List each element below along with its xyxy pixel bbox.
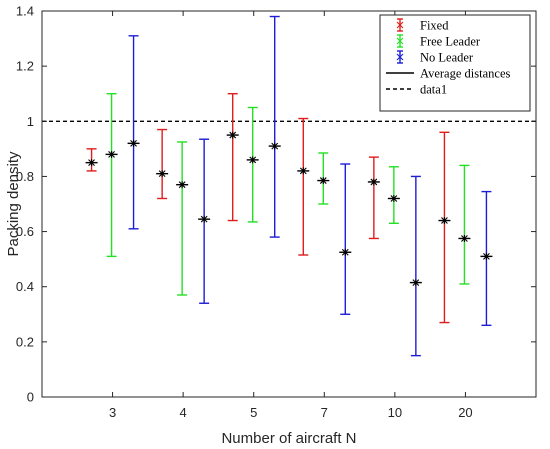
legend-item-free-leader: Free Leader bbox=[396, 34, 481, 49]
mean-marker bbox=[178, 181, 186, 189]
legend-label: No Leader bbox=[420, 51, 474, 65]
mean-marker bbox=[461, 234, 468, 242]
axes: 0 0.2 0.4 0.6 0.8 1 1.2 1.4 3 4 5 7 10 20 bbox=[16, 4, 537, 420]
mean-marker bbox=[483, 252, 490, 260]
legend: Fixed Free Leader No Leader Average distanc… bbox=[379, 14, 531, 112]
legend-label: data1 bbox=[420, 83, 447, 97]
series-free-leader bbox=[105, 93, 471, 296]
legend-label: Average distances bbox=[420, 67, 510, 81]
x-tick-label: 10 bbox=[388, 405, 402, 420]
mean-marker bbox=[299, 167, 307, 175]
legend-item-no-leader: No Leader bbox=[396, 50, 474, 65]
y-tick-label: 0.8 bbox=[16, 169, 34, 184]
legend-box bbox=[379, 14, 531, 112]
mean-marker bbox=[200, 215, 208, 223]
series-no-leader bbox=[127, 15, 493, 357]
x-tick-label: 7 bbox=[321, 405, 328, 420]
y-tick-label: 1.4 bbox=[16, 4, 34, 19]
mean-marker bbox=[390, 194, 398, 202]
mean-marker bbox=[271, 142, 279, 150]
y-tick-label: 0 bbox=[27, 390, 34, 405]
mean-marker bbox=[229, 131, 237, 139]
x-axis-label: Number of aircraft N bbox=[221, 430, 356, 447]
y-axis-label: Packing density bbox=[5, 151, 22, 257]
x-tick-label: 4 bbox=[180, 405, 187, 420]
legend-item-average-distances: Average distances bbox=[386, 67, 510, 81]
legend-swatch-marker bbox=[396, 21, 404, 29]
mean-marker bbox=[249, 156, 257, 164]
x-tick-label: 3 bbox=[109, 405, 116, 420]
legend-item-data1: data1 bbox=[386, 83, 447, 97]
mean-marker bbox=[108, 150, 115, 158]
axes-box bbox=[41, 10, 537, 398]
y-tick-label: 1 bbox=[27, 114, 34, 129]
y-tick-label: 0.6 bbox=[16, 224, 34, 239]
y-tick-label: 0.2 bbox=[16, 334, 34, 349]
x-tick-label: 5 bbox=[250, 405, 257, 420]
mean-marker bbox=[88, 159, 95, 167]
mean-marker bbox=[370, 178, 378, 186]
y-tick-label: 1.2 bbox=[16, 59, 34, 74]
legend-swatch-marker bbox=[396, 37, 404, 45]
chart-marks bbox=[42, 15, 536, 357]
mean-marker bbox=[319, 177, 327, 185]
x-tick-label: 20 bbox=[458, 405, 472, 420]
mean-marker bbox=[412, 279, 420, 287]
mean-marker bbox=[441, 217, 448, 225]
mean-marker bbox=[341, 248, 349, 256]
legend-swatch-marker bbox=[396, 53, 404, 61]
legend-item-fixed: Fixed bbox=[396, 18, 449, 33]
y-tick-label: 0.4 bbox=[16, 279, 34, 294]
legend-label: Fixed bbox=[420, 19, 449, 33]
mean-marker bbox=[130, 139, 137, 147]
series-fixed bbox=[85, 93, 451, 324]
legend-label: Free Leader bbox=[420, 35, 481, 49]
mean-marker bbox=[158, 170, 166, 178]
